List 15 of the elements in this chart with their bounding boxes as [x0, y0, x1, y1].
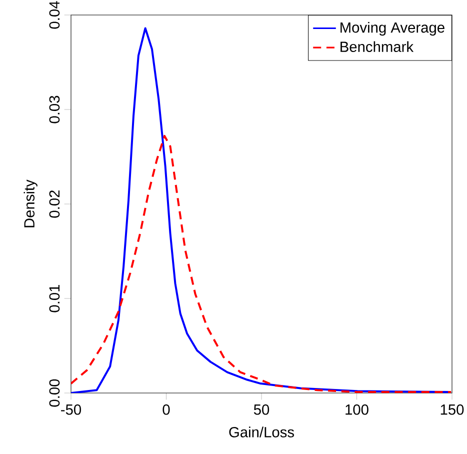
y-tick-label: 0.00 [49, 379, 60, 407]
x-tick-label: 100 [346, 404, 368, 415]
y-tick-label: 0.04 [49, 1, 60, 29]
x-tick-label: 0 [162, 404, 170, 415]
x-tick-label: -50 [61, 404, 82, 415]
legend-label: Moving Average [340, 22, 444, 36]
line-series [71, 134, 452, 393]
x-tick-label: 50 [254, 404, 270, 415]
y-tick-label: 0.02 [49, 190, 60, 218]
x-tick-label: 150 [440, 404, 464, 415]
y-tick-label: 0.01 [49, 284, 60, 312]
x-axis-title: Gain/Loss [229, 426, 294, 438]
y-axis-title: Density [24, 180, 38, 228]
y-tick-label: 0.03 [49, 96, 60, 124]
legend-label: Benchmark [340, 41, 414, 52]
